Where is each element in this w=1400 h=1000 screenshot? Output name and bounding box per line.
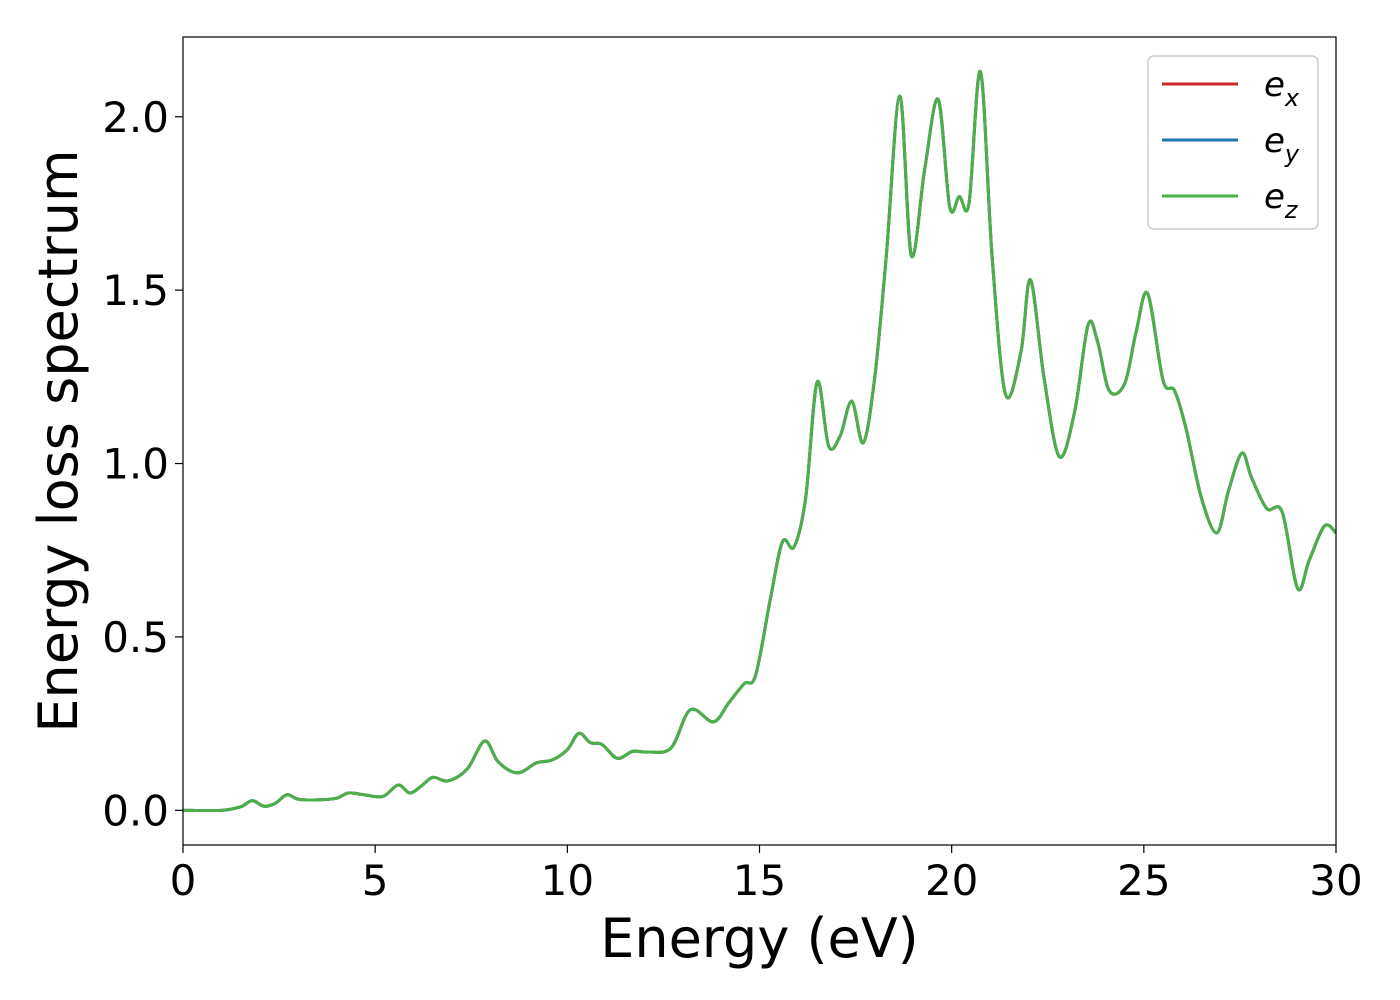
legend-box xyxy=(1147,55,1319,230)
y-tick-label: 1.5 xyxy=(102,266,169,315)
legend-items: ex ey ez xyxy=(1162,65,1300,224)
series-line-e_z xyxy=(182,70,1338,813)
legend-label-e_x: ex xyxy=(1264,65,1300,112)
x-tick-label: 0 xyxy=(170,856,197,905)
plot-lines xyxy=(182,70,1338,813)
y-axis-ticks: 0.0 0.5 1.0 1.5 2.0 xyxy=(102,93,183,835)
legend-label-e_y: ey xyxy=(1264,121,1300,168)
y-tick-label: 1.0 xyxy=(102,440,169,489)
x-tick-label: 15 xyxy=(733,856,786,905)
y-tick-label: 2.0 xyxy=(102,93,169,142)
y-axis-label: Energy loss spectrum xyxy=(27,149,90,732)
legend: ex ey ez xyxy=(1147,55,1319,230)
x-axis-ticks: 0 5 10 15 20 25 30 xyxy=(170,845,1363,905)
x-tick-label: 30 xyxy=(1309,856,1362,905)
x-tick-label: 5 xyxy=(362,856,389,905)
x-axis-label: Energy (eV) xyxy=(600,907,919,970)
x-tick-label: 25 xyxy=(1117,856,1170,905)
y-tick-label: 0.5 xyxy=(102,613,169,662)
x-tick-label: 10 xyxy=(541,856,594,905)
legend-label-e_z: ez xyxy=(1264,177,1299,224)
y-tick-label: 0.0 xyxy=(102,786,169,835)
x-tick-label: 20 xyxy=(925,856,978,905)
